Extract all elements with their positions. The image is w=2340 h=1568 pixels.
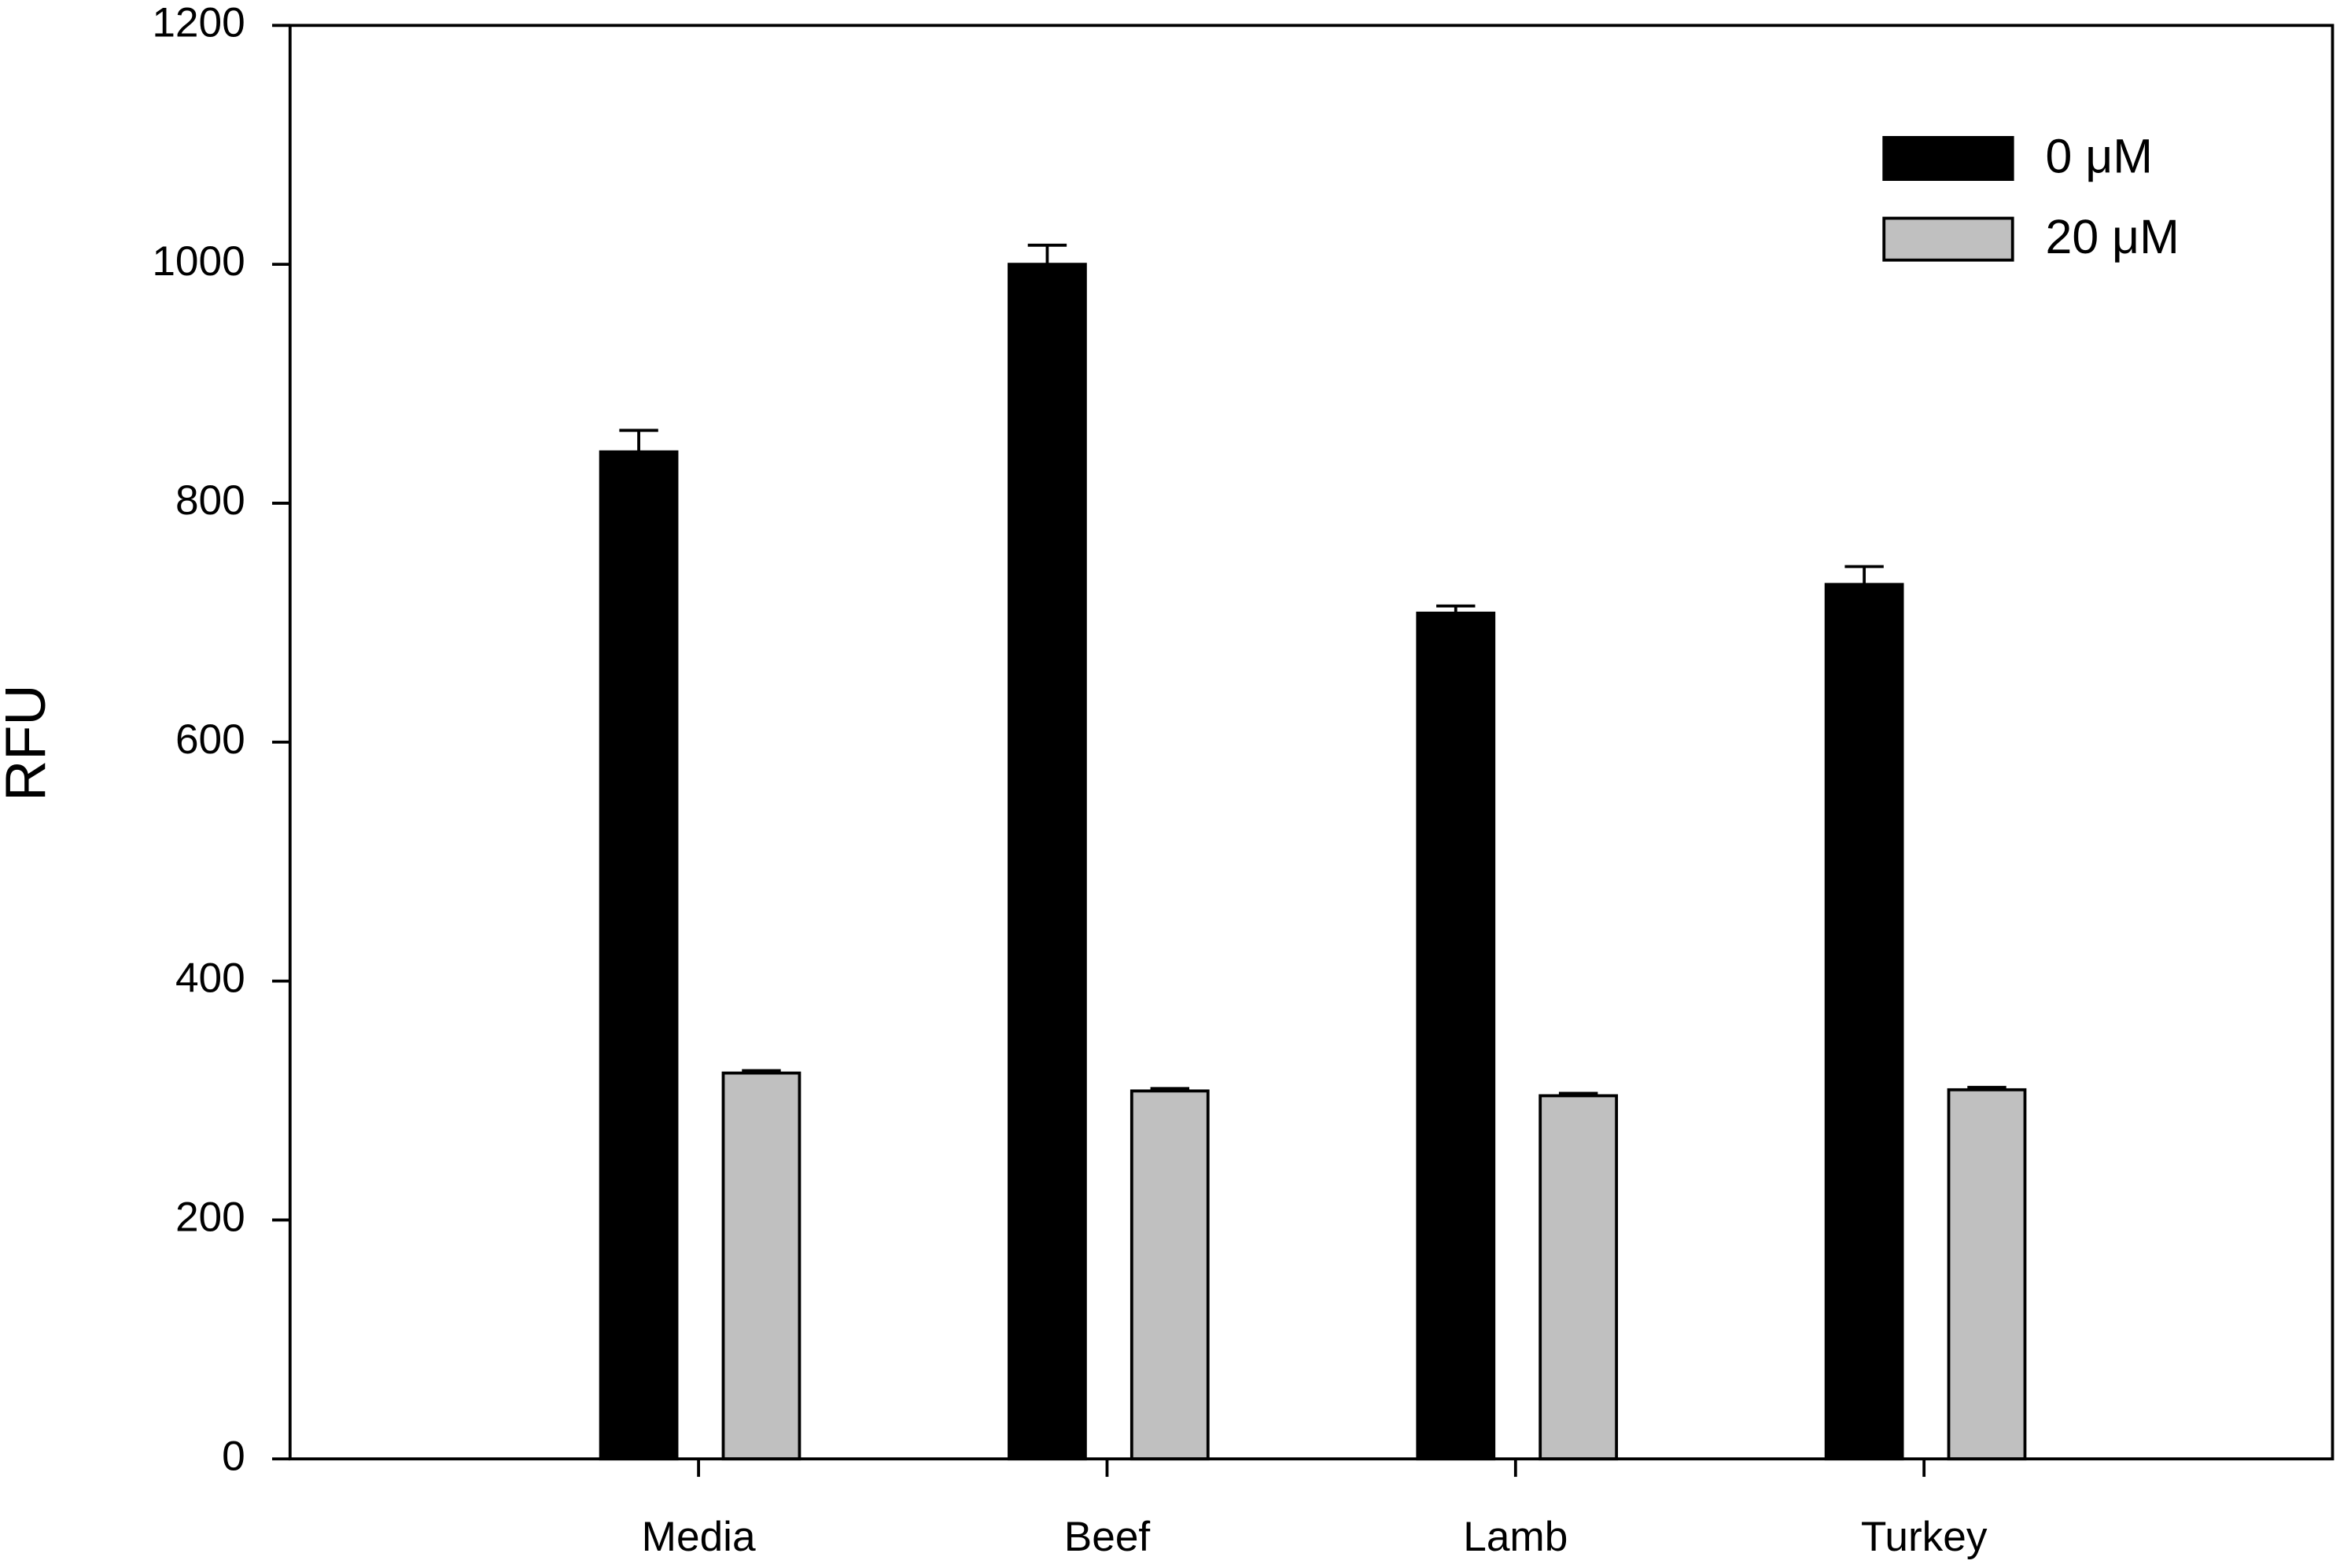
x-tick-label: Turkey [1861, 1514, 1988, 1560]
y-tick-label: 800 [175, 477, 245, 524]
x-tick-label: Media [642, 1514, 756, 1560]
bar [1947, 1088, 2027, 1461]
x-tick-label: Lamb [1463, 1514, 1568, 1560]
bar [721, 1071, 801, 1461]
legend-swatch [1882, 135, 2014, 182]
bar [1824, 583, 1904, 1461]
bar [1008, 263, 1087, 1461]
y-tick-label: 1000 [152, 238, 245, 285]
y-tick-label: 400 [175, 955, 245, 1002]
bar [599, 450, 679, 1461]
y-tick-label: 1200 [152, 0, 245, 46]
y-tick-label: 600 [175, 716, 245, 763]
x-tick-label: Beef [1064, 1514, 1151, 1560]
bar [1129, 1089, 1210, 1461]
legend-swatch [1882, 216, 2014, 262]
bar [1539, 1094, 1619, 1461]
y-axis-label: RFU [0, 685, 57, 801]
plot-frame [288, 24, 2334, 1461]
bar [1416, 611, 1496, 1461]
y-tick-label: 0 [222, 1433, 245, 1479]
legend-label: 0 μM [2046, 129, 2153, 182]
legend-label: 20 μM [2046, 210, 2180, 263]
y-tick-label: 200 [175, 1194, 245, 1240]
